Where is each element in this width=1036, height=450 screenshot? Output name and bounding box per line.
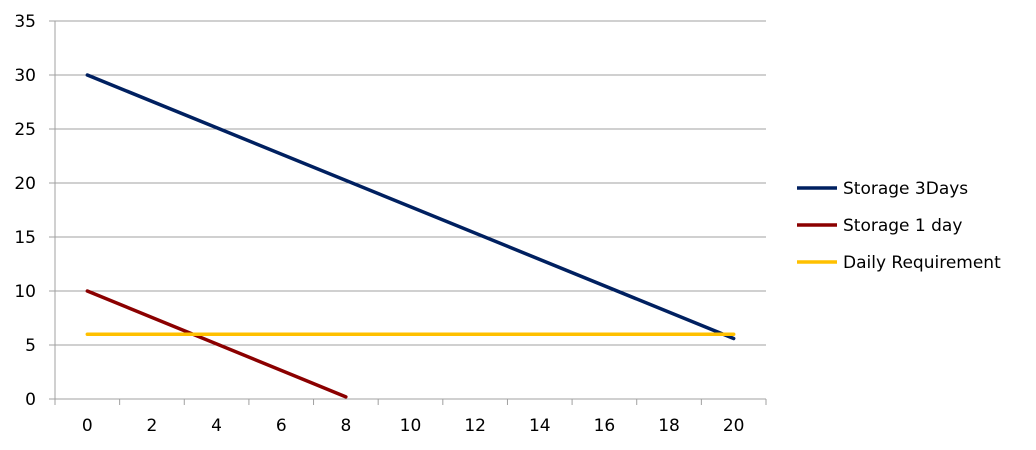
x-tick-label: 2 [147,416,158,436]
legend-label: Storage 1 day [843,216,962,236]
y-tick-label: 30 [14,66,36,86]
y-tick-label: 10 [14,282,36,302]
x-tick-label: 14 [529,416,551,436]
series-lines [85,73,736,399]
x-tick-label: 0 [82,416,93,436]
series-line-1 [85,73,736,341]
x-tick-label: 20 [723,416,745,436]
y-tick-label: 15 [14,228,36,248]
axes: 0 5 10 15 20 25 30 35 0 2 4 6 8 10 12 14 16 18 20 [14,12,767,436]
y-tick-label: 20 [14,174,36,194]
x-tick-label: 8 [340,416,351,436]
x-tick-label: 10 [400,416,422,436]
gridlines [55,20,766,346]
legend-label: Daily Requirement [843,253,1001,273]
y-tick-label: 35 [14,12,36,32]
legend-label: Storage 3Days [843,179,968,199]
legend: Storage 3Days Storage 1 day Daily Requirem… [797,179,1001,273]
x-tick-label: 6 [276,416,287,436]
y-tick-label: 25 [14,120,36,140]
x-tick-label: 18 [658,416,680,436]
x-tick-label: 16 [594,416,616,436]
y-tick-label: 0 [25,390,36,410]
series-line-2 [85,289,348,399]
y-tick-label: 5 [25,336,36,356]
x-tick-label: 4 [211,416,222,436]
x-tick-label: 12 [464,416,486,436]
